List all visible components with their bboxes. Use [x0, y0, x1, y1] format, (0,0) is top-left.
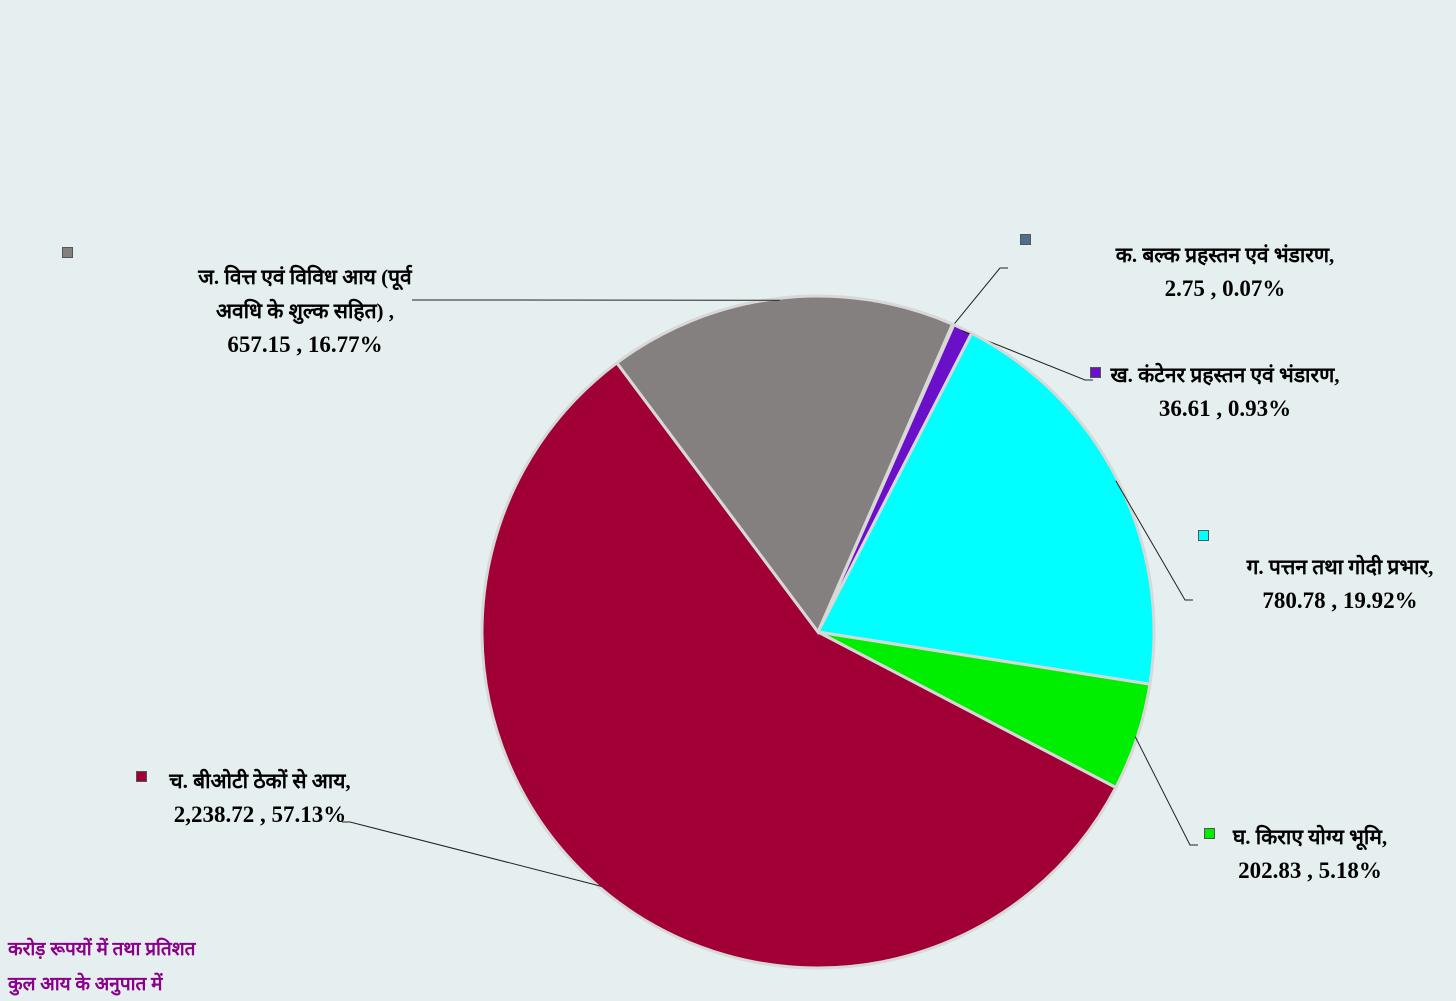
value-label: 202.83 , 5.18%: [1238, 858, 1382, 883]
legend-swatch: [1020, 234, 1031, 245]
category-label: ग. पत्तन तथा गोदी प्रभार,: [1246, 555, 1434, 579]
category-label: घ. किराए योग्य भूमि,: [1232, 825, 1388, 849]
legend-swatch: [62, 247, 73, 258]
legend-swatch: [1198, 530, 1209, 541]
leader-line: [1115, 480, 1193, 601]
value-label: 2,238.72 , 57.13%: [173, 802, 347, 827]
note: करोड़ रूपयों में तथा प्रतिशत: [8, 939, 196, 960]
leader-line: [961, 330, 1093, 381]
pie-slice: [480, 360, 1118, 970]
data-label: ख. कंटेनर प्रहस्तन एवं भंडारण, 36.61 , 0.…: [1100, 358, 1350, 426]
value-label: 657.15 , 16.77%: [227, 332, 383, 357]
legend-swatch: [136, 771, 147, 782]
leader-line: [342, 821, 602, 887]
pie-slice: [614, 294, 955, 635]
data-label: च. बीओटी ठेकों से आय, 2,238.72 , 57.13%: [140, 764, 380, 832]
data-label: क. बल्क प्रहस्तन एवं भंडारण, 2.75 , 0.07%: [1080, 238, 1370, 306]
data-label: घ. किराए योग्य भूमि, 202.83 , 5.18%: [1200, 820, 1420, 888]
category-label: च. बीओटी ठेकों से आय,: [169, 769, 351, 793]
leader-line: [1134, 736, 1198, 846]
value-label: 36.61 , 0.93%: [1158, 396, 1292, 421]
pie-slice: [815, 331, 1156, 686]
category-label: क. बल्क प्रहस्तन एवं भंडारण,: [1115, 243, 1335, 267]
data-label: ग. पत्तन तथा गोदी प्रभार, 780.78 , 19.92%: [1230, 550, 1450, 618]
leader-line: [952, 267, 1008, 327]
category-label: ख. कंटेनर प्रहस्तन एवं भंडारण,: [1110, 363, 1340, 387]
category-label: ज. वित्त एवं विविध आय (पूर्व अवधि के शुल…: [198, 265, 412, 323]
legend-swatch: [1090, 367, 1101, 378]
value-label: 2.75 , 0.07%: [1164, 276, 1286, 301]
value-label: 780.78 , 19.92%: [1262, 588, 1418, 613]
data-label: ज. वित्त एवं विविध आय (पूर्व अवधि के शुल…: [175, 260, 435, 362]
legend-swatch: [1204, 828, 1215, 839]
note: कुल आय के अनुपात में: [8, 974, 163, 995]
